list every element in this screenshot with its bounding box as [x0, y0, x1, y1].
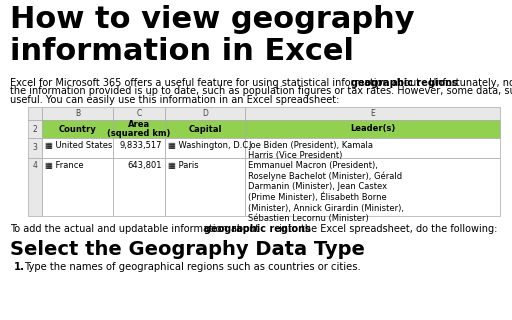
Text: Leader(s): Leader(s): [350, 124, 395, 133]
Text: geographic regions: geographic regions: [203, 224, 310, 234]
Bar: [113, 138, 165, 158]
Text: . Unfortunately, not all: . Unfortunately, not all: [423, 78, 512, 88]
Text: ▦ Washington, D.C.: ▦ Washington, D.C.: [168, 141, 251, 150]
Bar: [42, 158, 113, 216]
Text: Excel for Microsoft 365 offers a useful feature for using statistical informatio: Excel for Microsoft 365 offers a useful …: [10, 78, 423, 88]
Text: ▦ Paris: ▦ Paris: [168, 161, 199, 170]
Bar: [165, 107, 245, 120]
Bar: [165, 138, 245, 158]
Bar: [42, 138, 113, 158]
Text: useful. You can easily use this information in an Excel spreadsheet:: useful. You can easily use this informat…: [10, 95, 339, 105]
Bar: [165, 158, 245, 216]
Text: 3: 3: [33, 143, 37, 153]
Text: How to view geography
information in Excel: How to view geography information in Exc…: [10, 5, 415, 66]
Text: Capital: Capital: [188, 124, 222, 133]
Bar: [245, 107, 500, 120]
Text: Select the Geography Data Type: Select the Geography Data Type: [10, 240, 365, 259]
Text: 2: 2: [33, 124, 37, 133]
Text: 643,801: 643,801: [127, 161, 162, 170]
Bar: [28, 138, 42, 158]
Text: To add the actual and updatable information about: To add the actual and updatable informat…: [10, 224, 262, 234]
Text: geographic regions: geographic regions: [351, 78, 457, 88]
Text: 4: 4: [33, 161, 37, 170]
Text: Area
(squared km): Area (squared km): [108, 120, 170, 138]
Bar: [165, 120, 245, 138]
Text: 1.: 1.: [14, 262, 25, 272]
Bar: [245, 158, 500, 216]
Bar: [113, 158, 165, 216]
Bar: [42, 120, 113, 138]
Text: 9,833,517: 9,833,517: [119, 141, 162, 150]
Bar: [42, 107, 113, 120]
Text: Type the names of geographical regions such as countries or cities.: Type the names of geographical regions s…: [24, 262, 361, 272]
Bar: [113, 107, 165, 120]
Text: Country: Country: [59, 124, 96, 133]
Text: ▦ France: ▦ France: [45, 161, 83, 170]
Bar: [113, 120, 165, 138]
Text: into the Excel spreadsheet, do the following:: into the Excel spreadsheet, do the follo…: [276, 224, 498, 234]
Text: C: C: [136, 109, 142, 118]
Text: D: D: [202, 109, 208, 118]
Text: E: E: [370, 109, 375, 118]
Bar: [245, 138, 500, 158]
Text: Emmanuel Macron (President),
Roselyne Bachelot (Minister), Gérald
Darmanin (Mini: Emmanuel Macron (President), Roselyne Ba…: [248, 161, 404, 223]
Bar: [28, 107, 42, 120]
Text: Joe Biden (President), Kamala
Harris (Vice President): Joe Biden (President), Kamala Harris (Vi…: [248, 141, 373, 160]
Text: the information provided is up to date, such as population figures or tax rates.: the information provided is up to date, …: [10, 86, 512, 97]
Text: ▦ United States: ▦ United States: [45, 141, 112, 150]
Bar: [245, 120, 500, 138]
Bar: [28, 158, 42, 216]
Text: B: B: [75, 109, 80, 118]
Bar: [28, 120, 42, 138]
